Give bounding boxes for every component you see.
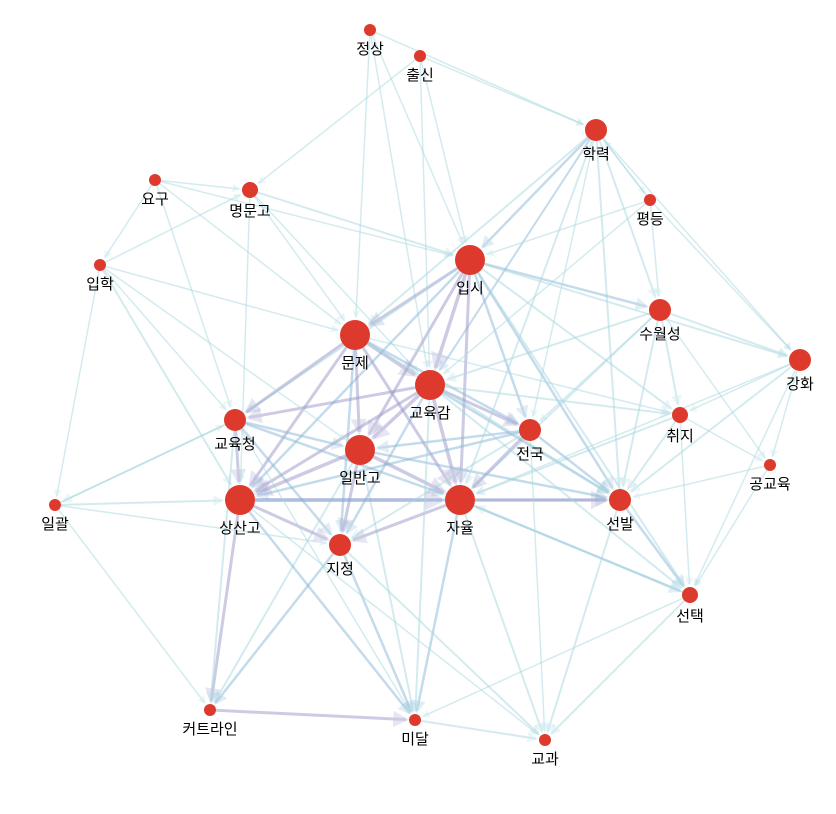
node-label: 선택 xyxy=(676,605,704,626)
edge xyxy=(551,601,684,734)
node-label: 출신 xyxy=(406,64,434,85)
node xyxy=(329,534,351,556)
edge xyxy=(690,365,790,411)
node xyxy=(364,24,376,36)
edge xyxy=(246,344,342,412)
edge xyxy=(356,36,370,317)
node-label: 입시 xyxy=(456,277,484,298)
edge xyxy=(627,509,684,586)
node xyxy=(789,349,811,371)
node-label: 교육청 xyxy=(214,433,255,454)
edge xyxy=(478,273,684,586)
edge xyxy=(216,710,406,719)
edge xyxy=(461,275,470,482)
node xyxy=(445,485,475,515)
node-label: 일괄 xyxy=(41,513,69,534)
edge xyxy=(548,510,617,731)
node-label: 교육감 xyxy=(409,402,450,423)
node-label: 공교육 xyxy=(749,473,790,494)
edge xyxy=(57,271,99,496)
node xyxy=(519,419,541,441)
edge xyxy=(423,598,683,716)
edge xyxy=(61,500,222,504)
node-label: 미달 xyxy=(401,728,429,749)
node xyxy=(204,704,216,716)
node xyxy=(415,370,445,400)
edge xyxy=(344,555,411,712)
node-label: 선발 xyxy=(606,513,634,534)
edge xyxy=(421,62,465,243)
edge xyxy=(60,426,222,502)
node-label: 지정 xyxy=(326,558,354,579)
edge xyxy=(252,509,538,734)
edge xyxy=(105,195,240,262)
node-label: 문제 xyxy=(341,352,369,373)
node-label: 커트라인 xyxy=(182,718,237,739)
node-label: 강화 xyxy=(786,373,814,394)
edge xyxy=(249,512,409,713)
edge xyxy=(477,507,683,592)
node-label: 일반고 xyxy=(339,467,380,488)
node-label: 학력 xyxy=(582,143,610,164)
edge xyxy=(603,138,790,349)
edge xyxy=(255,196,417,372)
node xyxy=(539,734,551,746)
node xyxy=(764,459,776,471)
edge xyxy=(353,505,446,540)
edge xyxy=(259,60,416,183)
edge xyxy=(605,141,647,195)
edge xyxy=(426,58,584,124)
node xyxy=(409,714,421,726)
edge xyxy=(373,457,443,492)
node xyxy=(340,320,370,350)
node xyxy=(455,245,485,275)
edge xyxy=(421,721,536,739)
edge xyxy=(258,192,453,254)
node xyxy=(585,119,607,141)
node-label: 요구 xyxy=(141,188,169,209)
node-label: 정상 xyxy=(356,38,384,59)
edge xyxy=(623,321,658,487)
node-label: 입학 xyxy=(86,273,114,294)
edge xyxy=(465,514,542,731)
node-label: 수월성 xyxy=(639,323,680,344)
nodes-layer xyxy=(49,24,811,746)
node-label: 평등 xyxy=(636,208,664,229)
edge xyxy=(59,510,205,703)
edge xyxy=(634,466,765,496)
node xyxy=(225,485,255,515)
node xyxy=(649,299,671,321)
node xyxy=(149,174,161,186)
edge xyxy=(420,62,429,367)
node-label: 상산고 xyxy=(219,517,260,538)
node xyxy=(224,409,246,431)
edge xyxy=(106,267,338,331)
node xyxy=(49,499,61,511)
edge xyxy=(597,141,619,486)
node xyxy=(345,435,375,465)
edge xyxy=(216,554,334,703)
node xyxy=(672,407,688,423)
node xyxy=(94,259,106,271)
node-label: 전국 xyxy=(516,443,544,464)
edge xyxy=(61,506,326,543)
node xyxy=(682,587,698,603)
node-label: 취지 xyxy=(666,425,694,446)
node xyxy=(644,194,656,206)
node xyxy=(609,489,631,511)
node-label: 명문고 xyxy=(229,200,270,221)
node xyxy=(414,50,426,62)
node xyxy=(242,182,258,198)
node-label: 교과 xyxy=(531,748,559,769)
edge xyxy=(105,268,345,439)
node-label: 자율 xyxy=(446,517,474,538)
